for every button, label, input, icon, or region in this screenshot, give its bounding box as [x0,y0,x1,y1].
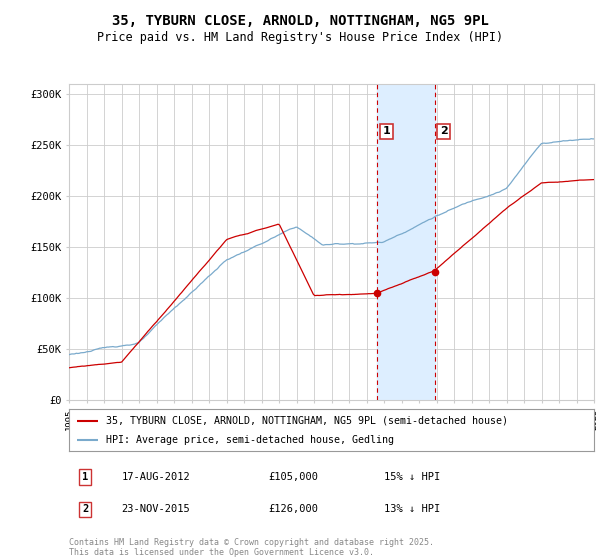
Text: Price paid vs. HM Land Registry's House Price Index (HPI): Price paid vs. HM Land Registry's House … [97,31,503,44]
Text: 1: 1 [383,127,391,137]
Text: 15% ↓ HPI: 15% ↓ HPI [384,472,440,482]
Text: £105,000: £105,000 [269,472,319,482]
Text: £126,000: £126,000 [269,505,319,515]
Text: 23-NOV-2015: 23-NOV-2015 [121,505,190,515]
Text: 13% ↓ HPI: 13% ↓ HPI [384,505,440,515]
Text: HPI: Average price, semi-detached house, Gedling: HPI: Average price, semi-detached house,… [106,435,394,445]
Text: 2: 2 [440,127,448,137]
Text: 2: 2 [82,505,88,515]
Text: 35, TYBURN CLOSE, ARNOLD, NOTTINGHAM, NG5 9PL: 35, TYBURN CLOSE, ARNOLD, NOTTINGHAM, NG… [112,14,488,28]
Text: 1: 1 [82,472,88,482]
Bar [377,84,434,400]
Text: Contains HM Land Registry data © Crown copyright and database right 2025.
This d: Contains HM Land Registry data © Crown c… [69,538,434,557]
Text: 35, TYBURN CLOSE, ARNOLD, NOTTINGHAM, NG5 9PL (semi-detached house): 35, TYBURN CLOSE, ARNOLD, NOTTINGHAM, NG… [106,416,508,426]
Text: 17-AUG-2012: 17-AUG-2012 [121,472,190,482]
